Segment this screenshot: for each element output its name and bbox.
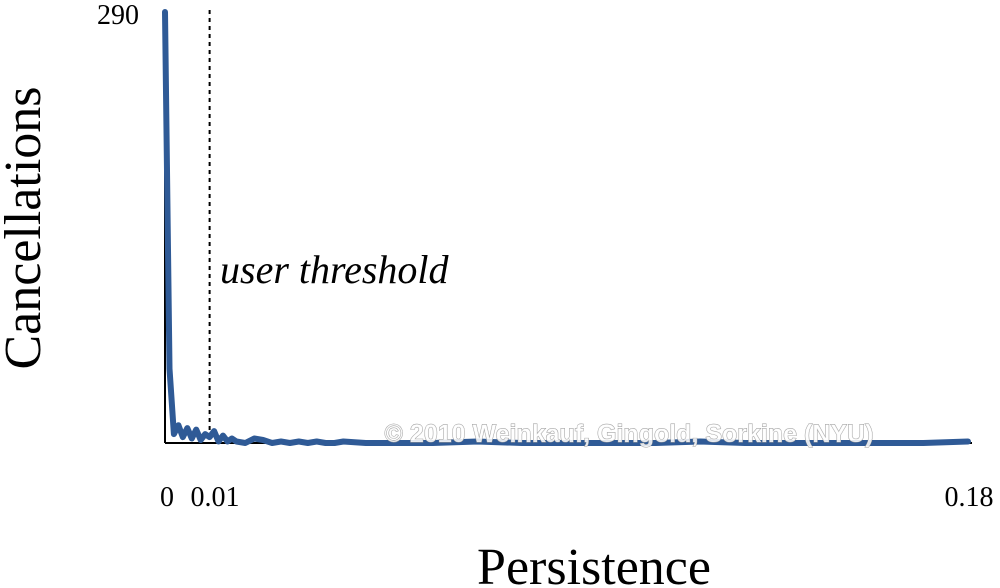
series-line-0 (162, 9, 971, 446)
y-tick-label-max: 290 (97, 0, 139, 31)
x-tick-label-0: 0 (160, 482, 174, 513)
x-axis-title: Persistence (477, 539, 711, 588)
copyright-watermark: © 2010 Weinkauf, Gingold, Sorkine (NYU) (385, 420, 874, 448)
x-tick-label-1: 0.01 (191, 482, 240, 513)
y-axis-title: Cancellations (0, 86, 52, 369)
x-tick-label-2: 0.18 (945, 482, 994, 513)
plot-area (162, 9, 972, 446)
threshold-annotation-label: user threshold (220, 247, 450, 292)
